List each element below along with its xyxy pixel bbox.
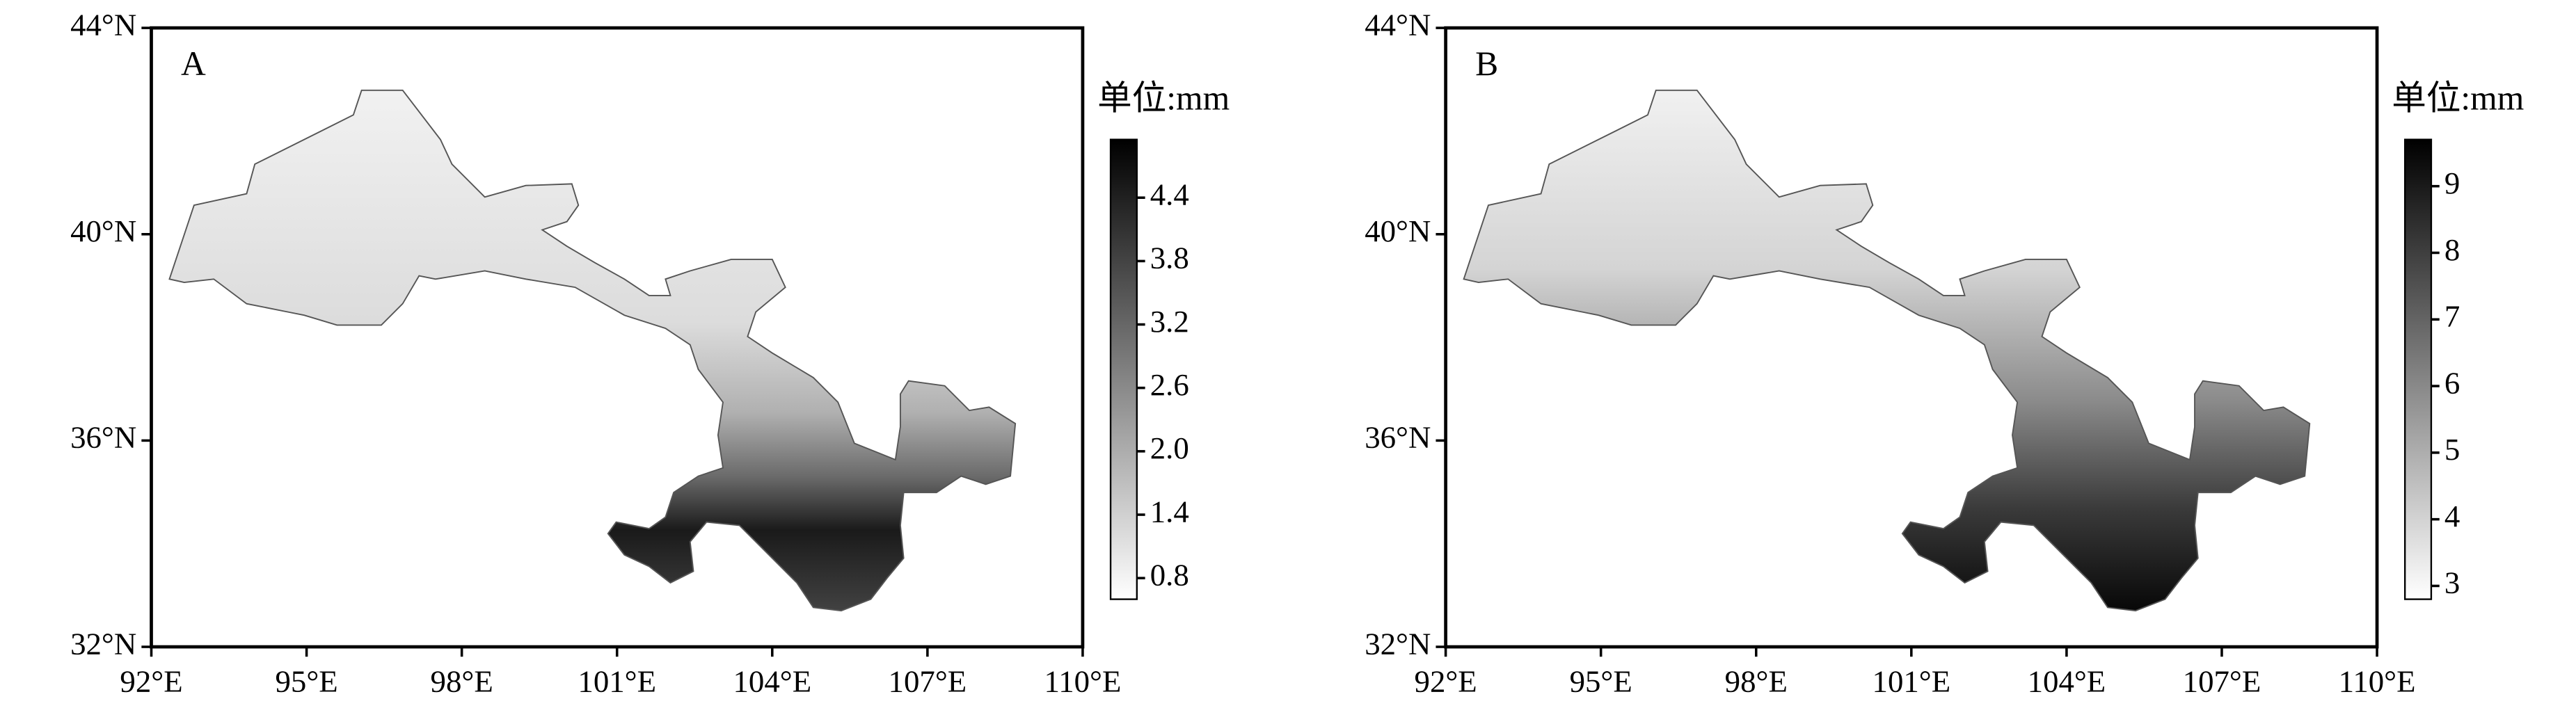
colorbar-tick-label: 5 <box>2444 432 2460 467</box>
x-tick-label: 104°E <box>2028 664 2106 699</box>
map-frame <box>1444 26 2379 649</box>
y-tick-label: 32°N <box>70 626 136 661</box>
colorbar-title: 单位:mm <box>2392 79 2524 118</box>
colorbar-tick-label: 7 <box>2444 299 2460 334</box>
x-tick-label: 101°E <box>578 664 656 699</box>
x-tick-label: 107°E <box>2183 664 2261 699</box>
colorbar-tick-label: 8 <box>2444 232 2460 267</box>
y-tick-label: 44°N <box>1365 7 1431 42</box>
colorbar-tick-label: 3 <box>2444 565 2460 600</box>
x-tick-label: 110°E <box>1044 664 1121 699</box>
x-tick-label: 92°E <box>120 664 182 699</box>
x-tick-label: 107°E <box>889 664 967 699</box>
colorbar-title: 单位:mm <box>1097 79 1230 118</box>
y-tick-label: 40°N <box>70 214 136 248</box>
x-tick-label: 98°E <box>1725 664 1788 699</box>
colorbar-tick-label: 9 <box>2444 166 2460 200</box>
y-tick-label: 40°N <box>1365 214 1431 248</box>
colorbar-tick-label: 4 <box>2444 499 2460 533</box>
panel-label: B <box>1475 45 1498 83</box>
map-frame <box>150 26 1085 649</box>
x-tick-label: 101°E <box>1873 664 1951 699</box>
y-tick-label: 36°N <box>70 420 136 455</box>
panel-label: A <box>181 45 206 83</box>
colorbar-tick-label: 2.0 <box>1150 431 1189 465</box>
colorbar-tick-label: 0.8 <box>1150 558 1189 593</box>
colorbar-tick-label: 3.2 <box>1150 304 1189 339</box>
x-tick-label: 104°E <box>733 664 811 699</box>
y-tick-label: 44°N <box>70 7 136 42</box>
x-tick-label: 92°E <box>1415 664 1477 699</box>
colorbar-tick-label: 6 <box>2444 365 2460 400</box>
colorbar-tick-label: 3.8 <box>1150 241 1189 275</box>
y-tick-label: 32°N <box>1365 626 1431 661</box>
y-tick-label: 36°N <box>1365 420 1431 455</box>
colorbar <box>2403 138 2433 600</box>
colorbar-tick-label: 2.6 <box>1150 367 1189 402</box>
region-map <box>1463 89 2311 612</box>
x-tick-label: 95°E <box>275 664 337 699</box>
colorbar-tick-label: 4.4 <box>1150 177 1189 212</box>
region-map <box>168 89 1017 612</box>
x-tick-label: 110°E <box>2339 664 2416 699</box>
colorbar <box>1109 138 1138 600</box>
x-tick-label: 98°E <box>431 664 493 699</box>
colorbar-tick-label: 1.4 <box>1150 494 1189 529</box>
x-tick-label: 95°E <box>1570 664 1632 699</box>
